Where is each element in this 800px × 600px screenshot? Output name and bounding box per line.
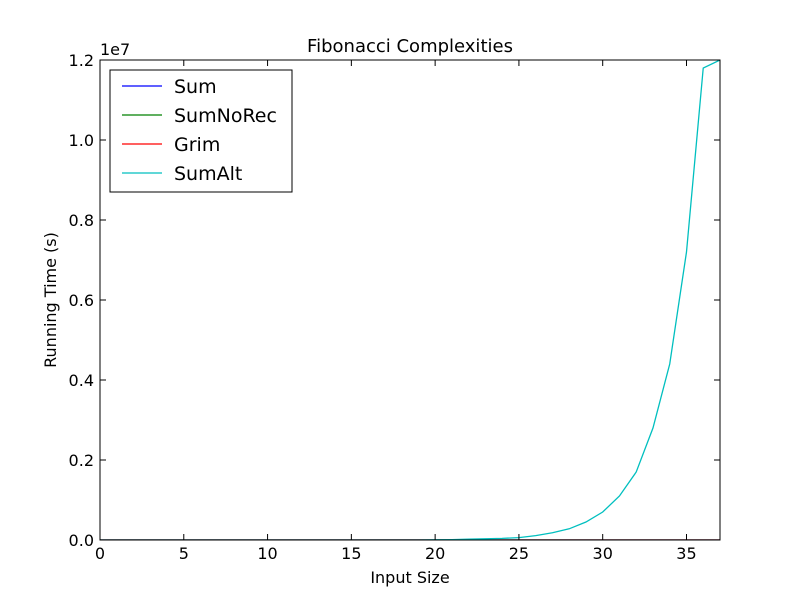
x-tick-label: 35 <box>676 544 696 563</box>
x-tick-label: 15 <box>341 544 361 563</box>
x-tick-label: 10 <box>257 544 277 563</box>
y-tick-label: 0.8 <box>69 211 94 230</box>
y-tick-label: 0.0 <box>69 531 94 550</box>
y-tick-label: 0.4 <box>69 371 94 390</box>
y-tick-label: 0.2 <box>69 451 94 470</box>
legend: Sum SumNoRec Grim SumAlt <box>109 69 293 193</box>
legend-label-sumnorec: SumNoRec <box>174 105 277 127</box>
y-axis-label: Running Time (s) <box>41 232 60 368</box>
x-tick-label: 25 <box>509 544 529 563</box>
plot-area <box>100 60 720 540</box>
series-line-sumalt <box>100 60 720 540</box>
chart-title: Fibonacci Complexities <box>307 36 513 57</box>
x-axis-label: Input Size <box>370 568 449 587</box>
axes: 0 5 10 15 20 25 30 35 0.0 0.2 0.4 0.6 0.8 1.0 1.2 <box>69 51 721 563</box>
y-tick-label: 1.2 <box>69 51 94 70</box>
y-tick-label: 0.6 <box>69 291 94 310</box>
legend-label-sum: Sum <box>174 76 217 98</box>
legend-label-grim: Grim <box>174 134 220 156</box>
y-tick-label: 1.0 <box>69 131 94 150</box>
x-tick-label: 20 <box>425 544 445 563</box>
x-tick-label: 5 <box>179 544 189 563</box>
x-tick-label: 0 <box>95 544 105 563</box>
legend-box <box>109 69 293 193</box>
legend-label-sumalt: SumAlt <box>174 163 242 185</box>
y-offset-label: 1e7 <box>100 40 130 59</box>
x-tick-label: 30 <box>593 544 613 563</box>
